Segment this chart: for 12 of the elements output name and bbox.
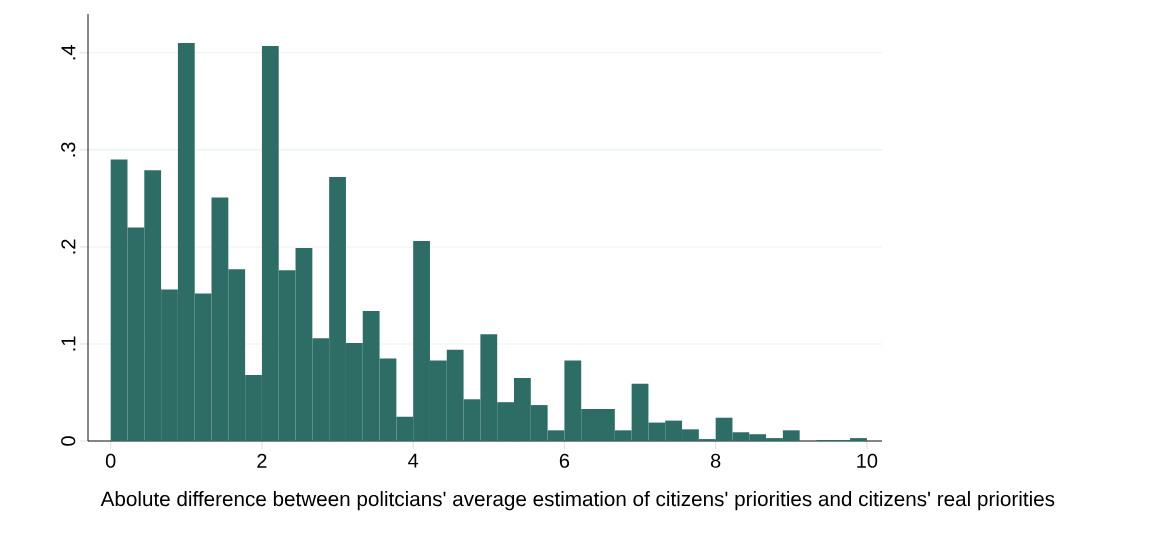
y-tick-label: .2 [61,239,76,254]
x-axis-title: Abolute difference between politcians' average estimation of citizens' priorities and citizens' real priorities [100,491,1055,511]
y-tick-label: .4 [61,45,76,60]
y-tick-label: .1 [61,336,76,351]
x-tick-label: 4 [408,453,419,468]
x-tick-label: 0 [105,453,116,468]
x-tick-label: 8 [710,453,721,468]
y-tick-label: 0 [61,436,76,446]
x-tick-label: 2 [257,453,267,468]
y-tick-label: .3 [61,142,76,157]
x-tick-label: 6 [559,453,570,468]
x-tick-label: 10 [857,453,878,468]
